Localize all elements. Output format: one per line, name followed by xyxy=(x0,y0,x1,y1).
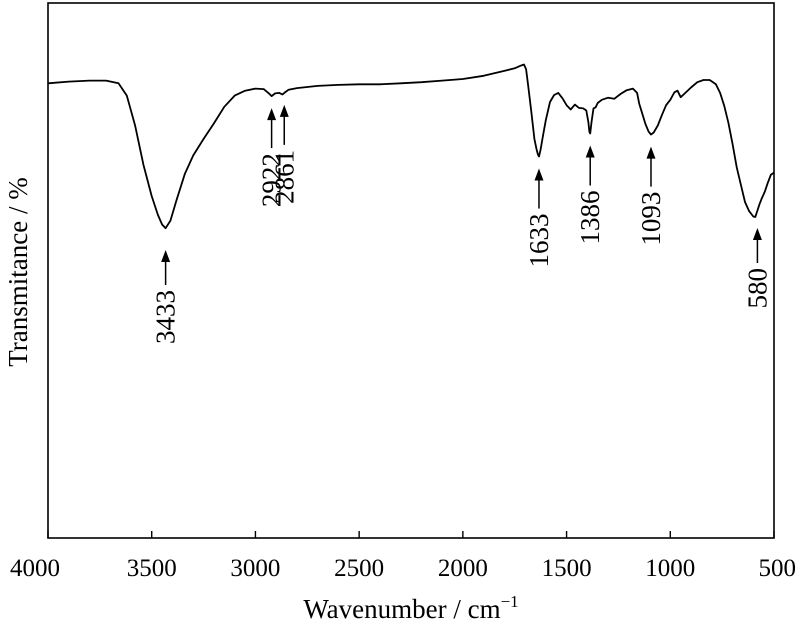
x-tick-label-4000: 4000 xyxy=(10,555,60,582)
x-axis-title-superscript: −1 xyxy=(501,592,519,611)
peak-annotation-2922: 2922 xyxy=(257,108,287,207)
x-axis-title-text: Wavenumber / cm xyxy=(303,594,500,624)
y-axis-title: Transmitance / % xyxy=(3,177,33,366)
x-axis-ticks xyxy=(47,531,775,538)
peak-arrow-head-2861 xyxy=(279,104,289,117)
x-tick-label-1000: 1000 xyxy=(645,555,695,582)
peak-arrow-head-1386 xyxy=(585,145,595,158)
x-tick-label-2500: 2500 xyxy=(334,555,384,582)
peak-label-2922: 2922 xyxy=(257,153,287,207)
peak-label-1093: 1093 xyxy=(636,192,666,246)
plot-frame xyxy=(47,2,775,539)
peak-arrow-head-3433 xyxy=(161,250,171,262)
peak-arrow-head-1093 xyxy=(646,146,656,159)
peak-annotation-1093: 1093 xyxy=(636,146,666,246)
x-axis-tick-labels: 4000 3500 3000 2500 2000 1500 1000 500 xyxy=(10,555,796,582)
peak-arrow-head-580 xyxy=(752,228,762,240)
x-tick-label-1500: 1500 xyxy=(542,555,592,582)
peak-annotation-3433: 3433 xyxy=(151,250,181,344)
peak-annotation-2861: 2861 xyxy=(269,104,299,204)
spectrum-line xyxy=(47,63,775,230)
peak-annotation-1633: 1633 xyxy=(524,168,554,268)
x-tick-label-2000: 2000 xyxy=(438,555,488,582)
peak-annotation-580: 580 xyxy=(742,228,772,309)
peak-annotation-1386: 1386 xyxy=(575,145,605,245)
x-tick-label-3000: 3000 xyxy=(230,555,280,582)
x-axis-title: Wavenumber / cm−1 xyxy=(303,592,518,624)
x-tick-label-500: 500 xyxy=(759,555,797,582)
peak-label-1633: 1633 xyxy=(524,214,554,268)
peak-label-2861: 2861 xyxy=(269,150,299,204)
peak-arrow-head-2922 xyxy=(267,108,277,121)
peak-label-3433: 3433 xyxy=(151,290,181,344)
x-tick-label-3500: 3500 xyxy=(127,555,177,582)
peak-label-580: 580 xyxy=(742,268,772,309)
peak-label-1386: 1386 xyxy=(575,191,605,245)
peak-arrow-head-1633 xyxy=(534,168,544,181)
